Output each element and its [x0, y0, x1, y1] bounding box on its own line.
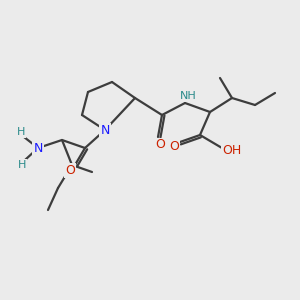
- Text: O: O: [155, 139, 165, 152]
- Text: H: H: [17, 127, 25, 137]
- Text: N: N: [33, 142, 43, 154]
- Text: O: O: [65, 164, 75, 176]
- Text: N: N: [100, 124, 110, 136]
- Text: NH: NH: [180, 91, 196, 101]
- Text: H: H: [18, 160, 26, 170]
- Text: OH: OH: [222, 145, 242, 158]
- Text: O: O: [169, 140, 179, 154]
